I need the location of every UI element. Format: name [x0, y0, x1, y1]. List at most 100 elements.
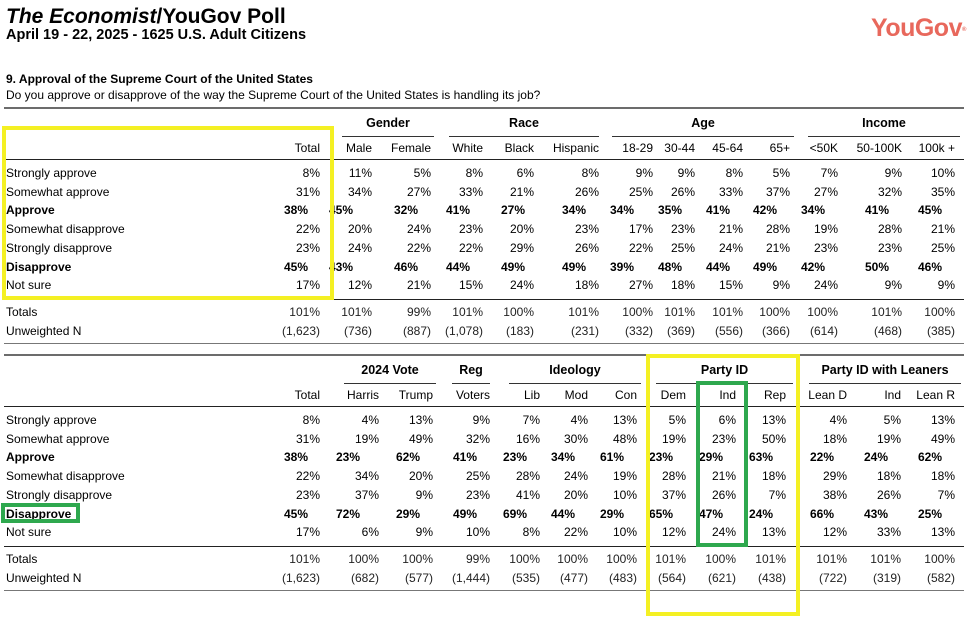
group-underline: [449, 136, 599, 137]
table-cell: 41%: [446, 203, 471, 218]
table-cell: 13%: [761, 525, 786, 540]
table-cell: 48%: [612, 431, 637, 446]
table-cell: 4%: [361, 413, 379, 427]
unweighted-n-cell: (682): [350, 570, 379, 585]
table-cell: 34%: [562, 203, 587, 218]
table-cell: 48%: [658, 259, 683, 274]
table-cell: 44%: [551, 506, 576, 521]
totals-cell: 99%: [465, 551, 490, 566]
row-label: Somewhat disapprove: [6, 222, 125, 237]
table-cell: 33%: [458, 184, 483, 199]
table-cell: 8%: [302, 166, 320, 180]
table-cell: 42%: [801, 259, 826, 274]
group-underline: [342, 136, 434, 137]
table-cell: 46%: [394, 259, 419, 274]
table-cell: 26%: [574, 184, 599, 199]
column-header: Male: [345, 141, 372, 155]
table-cell: 26%: [670, 184, 695, 199]
table-cell: 18%: [930, 469, 955, 484]
table-cell: 49%: [501, 259, 526, 274]
table-cell: 22%: [563, 525, 588, 540]
table-cell: 21%: [718, 222, 743, 237]
table-cell: 16%: [515, 431, 540, 446]
table-cell: 23%: [465, 487, 490, 502]
column-header: Hispanic: [552, 141, 599, 155]
column-group-header: Party ID: [700, 363, 749, 377]
table-cell: 34%: [347, 184, 372, 199]
row-label: Strongly approve: [6, 166, 97, 180]
column-group-header: Ideology: [549, 363, 601, 377]
table-cell: 43%: [329, 259, 354, 274]
table-cell: 10%: [465, 525, 490, 540]
unweighted-n-cell: (722): [818, 570, 847, 585]
unweighted-n-cell: (183): [505, 323, 534, 338]
table-cell: 7%: [937, 487, 955, 502]
table-cell: 23%: [813, 240, 838, 255]
table-cell: 38%: [284, 450, 309, 465]
table-cell: 9%: [415, 525, 433, 540]
table-cell: 23%: [670, 222, 695, 237]
table-cell: 4%: [570, 413, 588, 427]
table-cell: 9%: [635, 166, 653, 180]
table-cell: 27%: [813, 184, 838, 199]
table-cell: 11%: [348, 166, 372, 180]
table-cell: 24%: [711, 525, 736, 540]
table-cell: 10%: [612, 525, 637, 540]
table-cell: 13%: [408, 413, 433, 427]
column-header: Lib: [523, 388, 540, 402]
table-cell: 63%: [749, 450, 774, 465]
totals-cell: 101%: [870, 551, 901, 566]
table-cell: 66%: [810, 506, 835, 521]
column-header: <50K: [809, 141, 838, 155]
logo-text: YouGov: [871, 14, 962, 42]
table-cell: 50%: [865, 259, 890, 274]
table-cell: 15%: [458, 278, 483, 293]
unweighted-n-cell: (1,623): [281, 570, 320, 585]
table-cell: 29%: [600, 506, 625, 521]
table-cell: 37%: [354, 487, 379, 502]
totals-cell: 101%: [289, 551, 320, 566]
row-label: Approve: [6, 203, 55, 218]
table-cell: 27%: [501, 203, 526, 218]
unweighted-n-cell: (736): [343, 323, 372, 338]
row-label: Somewhat approve: [6, 431, 110, 446]
table-cell: 27%: [406, 184, 431, 199]
table-cell: 41%: [453, 450, 478, 465]
table-cell: 18%: [574, 278, 599, 293]
column-header: Ind: [719, 388, 736, 402]
totals-cell: 100%: [924, 304, 955, 319]
totals-cell: 101%: [816, 551, 847, 566]
table-cell: 6%: [516, 166, 534, 180]
table-cell: 41%: [515, 487, 540, 502]
table-cell: 25%: [930, 240, 955, 255]
table-cell: 42%: [753, 203, 778, 218]
column-header: Female: [390, 141, 431, 155]
table-cell: 9%: [772, 278, 790, 293]
table-cell: 24%: [864, 450, 889, 465]
table-cell: 5%: [668, 413, 686, 427]
totals-cell: 100%: [622, 304, 653, 319]
totals-cell: 100%: [348, 551, 379, 566]
table-cell: 18%: [876, 469, 901, 484]
table-cell: 17%: [628, 222, 653, 237]
totals-cell: 100%: [807, 304, 838, 319]
column-header: 45-64: [712, 141, 743, 155]
column-header: Voters: [455, 388, 490, 402]
totals-cell: 100%: [924, 551, 955, 566]
column-header: 50-100K: [856, 141, 902, 155]
unweighted-n-cell: (564): [657, 570, 686, 585]
totals-divider: [4, 298, 964, 301]
table-cell: 39%: [610, 259, 635, 274]
column-header: Dem: [660, 388, 686, 402]
footer-label: Totals: [6, 304, 38, 319]
totals-cell: 101%: [289, 304, 320, 319]
table-cell: 9%: [677, 166, 695, 180]
table-cell: 20%: [347, 222, 372, 237]
group-underline: [452, 383, 490, 384]
totals-cell: 100%: [759, 304, 790, 319]
column-header: 65+: [769, 141, 790, 155]
table-cell: 26%: [574, 240, 599, 255]
table-cell: 9%: [415, 487, 433, 502]
question-text: Do you approve or disapprove of the way …: [6, 88, 541, 102]
unweighted-n-cell: (1,078): [444, 323, 483, 338]
